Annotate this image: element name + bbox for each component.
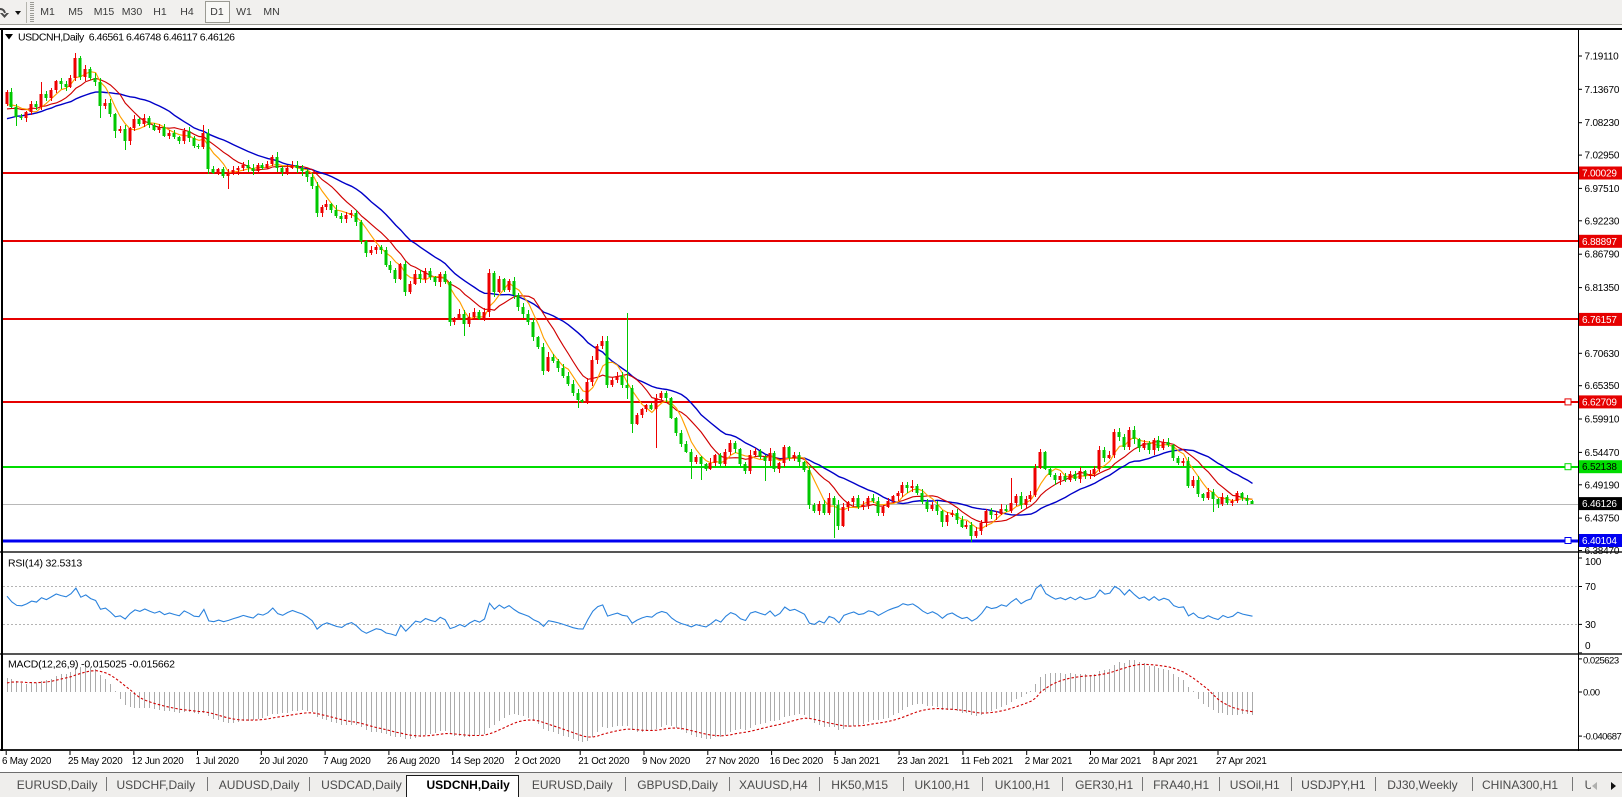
- svg-text:USDCNH,Daily 6.46561 6.46748: USDCNH,Daily 6.46561 6.46748 6.46117 6.4…: [18, 32, 235, 44]
- svg-text:100: 100: [1585, 557, 1602, 568]
- svg-text:6.59910: 6.59910: [1585, 415, 1620, 426]
- svg-text:1 Jul 2020: 1 Jul 2020: [196, 756, 240, 767]
- svg-text:8 Apr 2021: 8 Apr 2021: [1152, 756, 1197, 767]
- svg-text:7.00029: 7.00029: [1582, 169, 1617, 180]
- svg-text:26 Aug 2020: 26 Aug 2020: [387, 756, 441, 767]
- svg-text:11 Feb 2021: 11 Feb 2021: [961, 756, 1013, 767]
- svg-text:16 Dec 2020: 16 Dec 2020: [770, 756, 824, 767]
- svg-text:6.62709: 6.62709: [1582, 397, 1617, 408]
- svg-text:6.65350: 6.65350: [1585, 381, 1620, 392]
- svg-text:21 Oct 2020: 21 Oct 2020: [578, 756, 630, 767]
- svg-text:25 May 2020: 25 May 2020: [68, 756, 123, 767]
- svg-text:7.13670: 7.13670: [1585, 85, 1620, 96]
- svg-text:RSI(14) 32.5313: RSI(14) 32.5313: [8, 558, 82, 570]
- svg-text:0: 0: [1585, 641, 1591, 652]
- svg-text:6.43750: 6.43750: [1585, 514, 1620, 525]
- svg-text:6 May 2020: 6 May 2020: [2, 756, 52, 767]
- svg-text:70: 70: [1585, 582, 1596, 593]
- svg-text:30: 30: [1585, 620, 1596, 631]
- svg-text:23 Jan 2021: 23 Jan 2021: [897, 756, 949, 767]
- svg-text:6.76157: 6.76157: [1582, 315, 1617, 326]
- svg-text:-0.040687: -0.040687: [1583, 732, 1622, 743]
- svg-text:27 Apr 2021: 27 Apr 2021: [1216, 756, 1267, 767]
- svg-text:6.46126: 6.46126: [1582, 499, 1617, 510]
- svg-text:7.08230: 7.08230: [1585, 118, 1620, 129]
- svg-text:2 Oct 2020: 2 Oct 2020: [514, 756, 561, 767]
- svg-text:14 Sep 2020: 14 Sep 2020: [451, 756, 505, 767]
- svg-text:6.38470: 6.38470: [1585, 546, 1620, 557]
- svg-text:9 Nov 2020: 9 Nov 2020: [642, 756, 691, 767]
- svg-text:6.81350: 6.81350: [1585, 283, 1620, 294]
- svg-text:2 Mar 2021: 2 Mar 2021: [1025, 756, 1073, 767]
- svg-text:6.97510: 6.97510: [1585, 184, 1620, 195]
- svg-text:7.19110: 7.19110: [1585, 52, 1620, 63]
- svg-text:20 Mar 2021: 20 Mar 2021: [1089, 756, 1142, 767]
- svg-text:6.49190: 6.49190: [1585, 480, 1620, 491]
- svg-text:6.92230: 6.92230: [1585, 216, 1620, 227]
- svg-text:20 Jul 2020: 20 Jul 2020: [259, 756, 308, 767]
- svg-text:6.52138: 6.52138: [1582, 462, 1617, 473]
- svg-text:6.86790: 6.86790: [1585, 250, 1620, 261]
- svg-text:6.70630: 6.70630: [1585, 349, 1620, 360]
- svg-text:6.40104: 6.40104: [1582, 536, 1617, 547]
- svg-text:6.54470: 6.54470: [1585, 448, 1620, 459]
- svg-text:6.88897: 6.88897: [1582, 237, 1617, 248]
- svg-text:7.02950: 7.02950: [1585, 151, 1620, 162]
- svg-text:27 Nov 2020: 27 Nov 2020: [706, 756, 760, 767]
- svg-text:MACD(12,26,9) -0.015025 -0.015: MACD(12,26,9) -0.015025 -0.015662: [8, 659, 175, 671]
- svg-text:12 Jun 2020: 12 Jun 2020: [132, 756, 184, 767]
- svg-text:0.025623: 0.025623: [1583, 656, 1619, 667]
- svg-text:0.00: 0.00: [1583, 688, 1600, 699]
- svg-text:5 Jan 2021: 5 Jan 2021: [833, 756, 879, 767]
- svg-text:7 Aug 2020: 7 Aug 2020: [323, 756, 371, 767]
